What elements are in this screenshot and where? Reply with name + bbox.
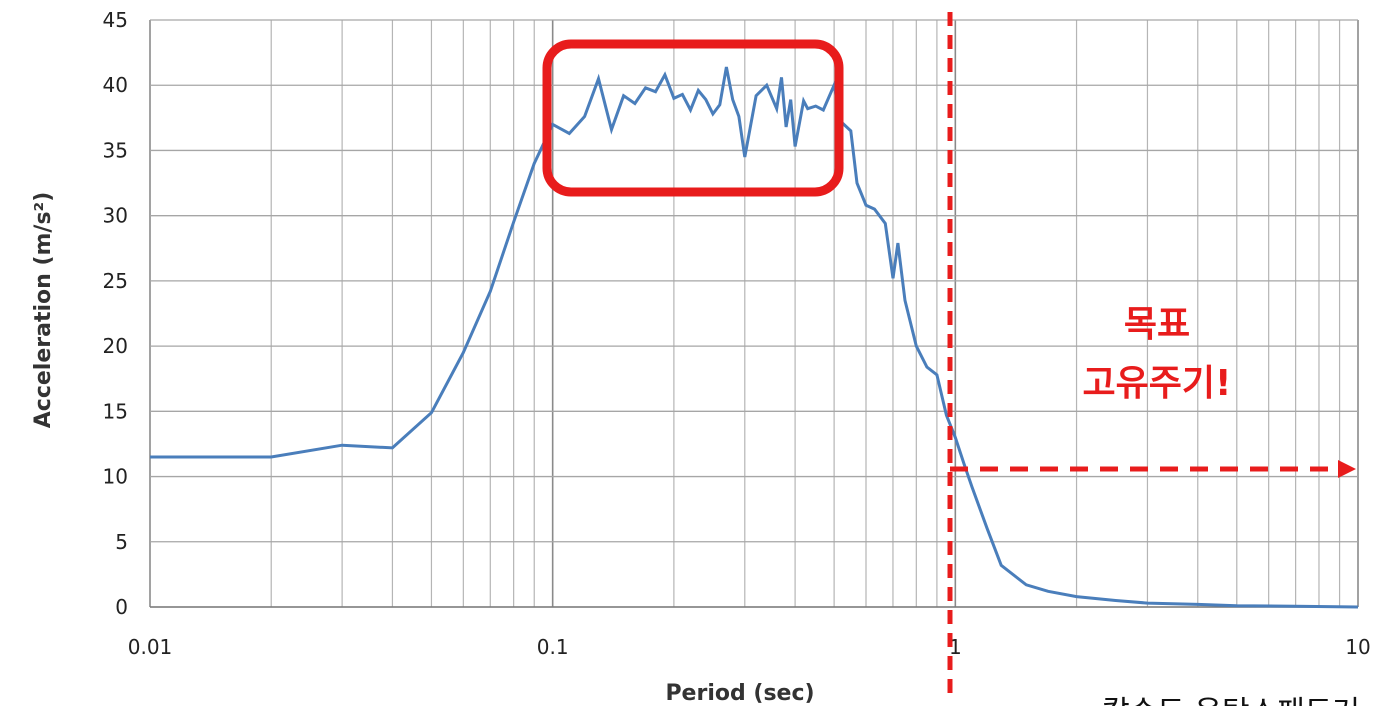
x-tick-labels: 0.01 0.1 1 10 <box>128 635 1371 659</box>
footnote-text: 칼슨도 운탁소패도거 <box>1102 695 1360 706</box>
y-tick-label: 30 <box>103 204 128 228</box>
x-tick-label: 0.01 <box>128 635 173 659</box>
grid-lines <box>149 19 1359 608</box>
y-tick-label: 5 <box>115 530 128 554</box>
x-axis-title: Period (sec) <box>665 681 814 706</box>
series-line <box>150 66 1359 609</box>
y-tick-label: 40 <box>103 73 128 97</box>
y-tick-label: 35 <box>103 138 128 162</box>
target-label-line1: 목표 <box>1124 304 1190 345</box>
y-tick-label: 15 <box>103 399 128 423</box>
x-tick-label: 0.1 <box>537 635 569 659</box>
arrow-head-icon <box>1338 460 1356 478</box>
y-tick-label: 45 <box>103 8 128 32</box>
y-tick-label: 10 <box>103 465 128 489</box>
y-axis-title: Acceleration (m/s²) <box>31 192 56 428</box>
x-tick-label: 10 <box>1345 635 1370 659</box>
target-label-line2: 고유주기! <box>1083 363 1232 404</box>
y-tick-labels: 0 5 10 15 20 25 30 35 40 45 <box>103 8 128 619</box>
plateau-highlight-box <box>542 39 844 197</box>
y-tick-label: 0 <box>115 595 128 619</box>
y-tick-label: 25 <box>103 269 128 293</box>
y-tick-label: 20 <box>103 334 128 358</box>
